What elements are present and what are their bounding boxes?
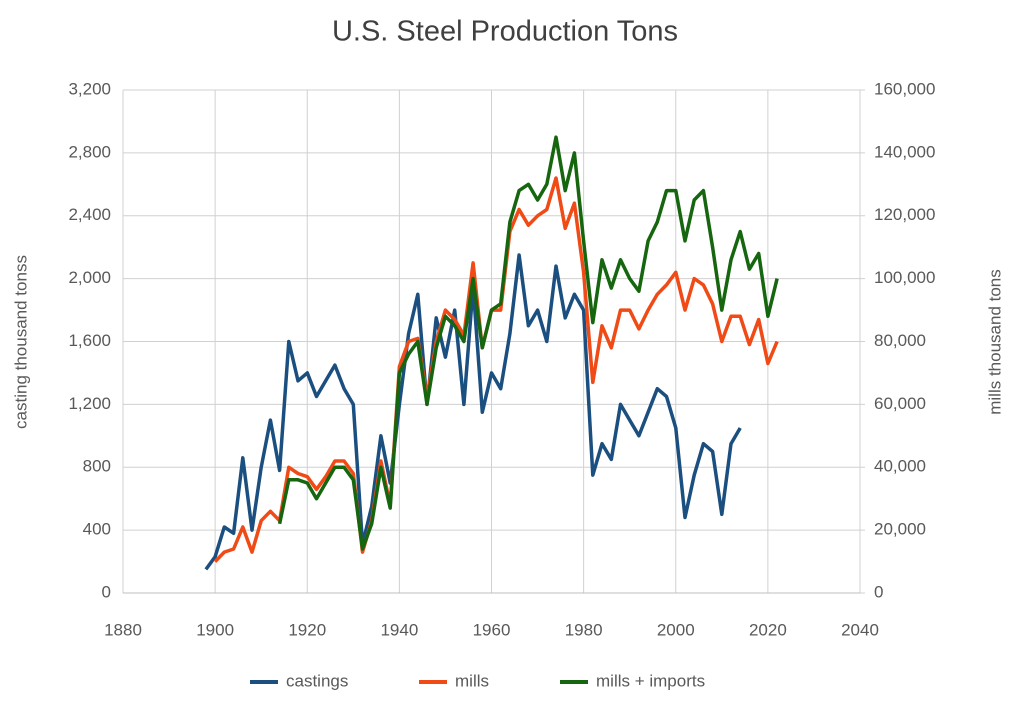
- y-tick-label: 2,000: [68, 268, 111, 287]
- y2-tick-label: 120,000: [874, 205, 935, 224]
- series-line: [277, 135, 779, 551]
- chart-title: U.S. Steel Production Tons: [332, 16, 678, 48]
- y2-tick-label: 20,000: [874, 520, 926, 539]
- x-tick-label: 1900: [196, 620, 234, 639]
- y2-tick-label: 160,000: [874, 79, 935, 98]
- x-tick-label: 2020: [749, 620, 787, 639]
- legend-label: castings: [286, 671, 348, 690]
- x-tick-label: 2040: [841, 620, 879, 639]
- y-tick-label: 1,600: [68, 331, 111, 350]
- y2-axis-title: mills thousand tons: [985, 269, 1004, 415]
- y-tick-label: 3,200: [68, 79, 111, 98]
- y2-tick-label: 40,000: [874, 457, 926, 476]
- x-tick-label: 1960: [473, 620, 511, 639]
- legend-label: mills + imports: [596, 671, 705, 690]
- y2-tick-label: 80,000: [874, 331, 926, 350]
- x-tick-label: 1880: [104, 620, 142, 639]
- y-tick-label: 1,200: [68, 394, 111, 413]
- x-tick-label: 1920: [288, 620, 326, 639]
- y-tick-label: 400: [83, 520, 111, 539]
- y2-tick-label: 100,000: [874, 268, 935, 287]
- series-line: [204, 253, 742, 571]
- y2-tick-label: 0: [874, 582, 883, 601]
- y-axis-title: casting thousand tonss: [11, 255, 30, 429]
- series-line: [213, 176, 779, 563]
- y-tick-label: 800: [83, 457, 111, 476]
- y-tick-label: 2,800: [68, 142, 111, 161]
- legend-label: mills: [455, 671, 489, 690]
- x-tick-label: 2000: [657, 620, 695, 639]
- y2-tick-label: 60,000: [874, 394, 926, 413]
- x-tick-label: 1940: [380, 620, 418, 639]
- x-tick-label: 1980: [565, 620, 603, 639]
- y-tick-label: 0: [102, 582, 111, 601]
- y-tick-label: 2,400: [68, 205, 111, 224]
- y2-tick-label: 140,000: [874, 142, 935, 161]
